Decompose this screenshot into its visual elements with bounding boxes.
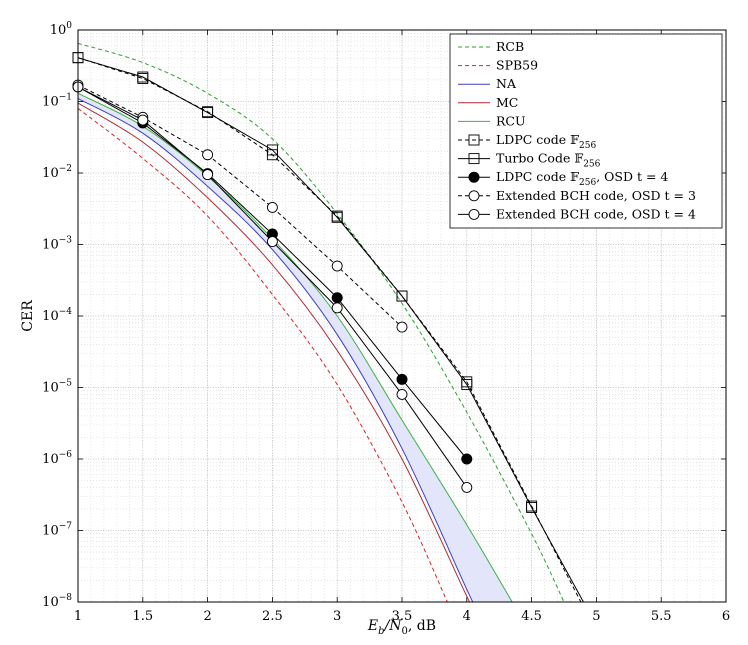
data-point-8 xyxy=(331,260,343,272)
legend-label: RCB xyxy=(496,39,524,54)
data-point-6 xyxy=(396,290,408,302)
x-label-b: b xyxy=(378,626,384,637)
y-tick-label: 10−7 xyxy=(42,522,72,539)
legend-label: Turbo Code 𝔽256 xyxy=(496,151,601,170)
x-tick-label: 6 xyxy=(722,609,730,624)
series-line-4 xyxy=(78,92,513,602)
series-line-2 xyxy=(78,98,474,602)
series-line-6 xyxy=(78,57,584,602)
x-tick-label: 2 xyxy=(203,609,211,624)
data-point-9 xyxy=(331,302,343,314)
x-tick-label: 5 xyxy=(592,609,600,624)
legend-label: RCU xyxy=(496,113,526,128)
legend-label: Extended BCH code, OSD t = 4 xyxy=(496,206,696,221)
series-markers xyxy=(72,52,538,513)
data-point-9 xyxy=(396,388,408,400)
data-point-6 xyxy=(266,144,278,156)
data-point-7 xyxy=(331,292,343,304)
legend-marker xyxy=(468,171,480,183)
series-line-8 xyxy=(78,84,403,328)
data-point-9 xyxy=(137,114,149,126)
x-label-unit: , dB xyxy=(408,618,436,634)
data-point-8 xyxy=(396,321,408,333)
x-tick-label: 3 xyxy=(333,609,341,624)
x-label-0: 0 xyxy=(402,626,408,637)
series-line-0 xyxy=(78,42,565,602)
x-axis-label: Eb/N0, dB xyxy=(367,618,436,637)
x-label-n: /N xyxy=(383,618,403,634)
legend-marker xyxy=(468,134,480,146)
y-axis-label: CER xyxy=(20,300,36,332)
legend-marker xyxy=(468,190,480,202)
y-tick-label: 100 xyxy=(50,21,73,38)
grid xyxy=(77,29,727,603)
data-point-8 xyxy=(266,201,278,213)
data-point-9 xyxy=(266,236,278,247)
x-tick-label: 1 xyxy=(74,609,82,624)
data-point-9 xyxy=(202,169,214,181)
legend-marker xyxy=(468,153,480,165)
x-tick-label: 5.5 xyxy=(651,609,672,624)
series-line-9 xyxy=(78,86,468,488)
y-tick-label: 10−4 xyxy=(42,307,72,324)
tick-labels: 1 1.5 2 2.5 3 3.5 4 4.5 5 5.5 6 100 10−1 10−2 10−3 10−4… xyxy=(42,21,730,624)
data-point-7 xyxy=(396,373,408,385)
x-label-e: E xyxy=(367,618,378,634)
data-point-6 xyxy=(526,502,538,513)
series-line-1 xyxy=(78,108,448,602)
series-line-5 xyxy=(78,57,582,602)
data-point-7 xyxy=(461,453,473,465)
legend-label: LDPC code 𝔽256, OSD t = 4 xyxy=(496,169,668,188)
series-line-3 xyxy=(78,102,472,602)
legend-marker xyxy=(468,208,480,220)
x-tick-label: 3.5 xyxy=(392,609,413,624)
legend-box xyxy=(449,33,723,229)
y-tick-label: 10−6 xyxy=(42,450,72,467)
legend-label: SPB59 xyxy=(496,58,538,73)
y-tick-label: 10−2 xyxy=(42,164,72,181)
shaded-region xyxy=(78,93,513,602)
legend-label: Extended BCH code, OSD t = 3 xyxy=(496,188,696,203)
legend-label: LDPC code 𝔽256 xyxy=(496,132,596,151)
data-point-6 xyxy=(461,379,473,390)
data-point-6 xyxy=(331,211,343,223)
data-point-6 xyxy=(137,71,149,83)
legend-label: NA xyxy=(496,76,517,91)
legend-label: MC xyxy=(496,95,518,110)
data-point-9 xyxy=(461,482,473,493)
x-tick-label: 4.5 xyxy=(521,609,542,624)
y-tick-label: 10−5 xyxy=(42,379,72,396)
y-tick-label: 10−8 xyxy=(42,593,72,610)
axis-titles: CER Eb/N0, dB xyxy=(20,300,436,637)
data-point-6 xyxy=(202,107,214,119)
y-tick-label: 10−3 xyxy=(42,236,72,253)
x-tick-label: 1.5 xyxy=(132,609,153,624)
data-point-8 xyxy=(202,149,214,161)
shaded-area-na-rcu xyxy=(78,93,513,602)
x-tick-label: 4 xyxy=(463,609,471,624)
x-tick-label: 2.5 xyxy=(262,609,283,624)
y-tick-label: 10−1 xyxy=(42,93,72,110)
